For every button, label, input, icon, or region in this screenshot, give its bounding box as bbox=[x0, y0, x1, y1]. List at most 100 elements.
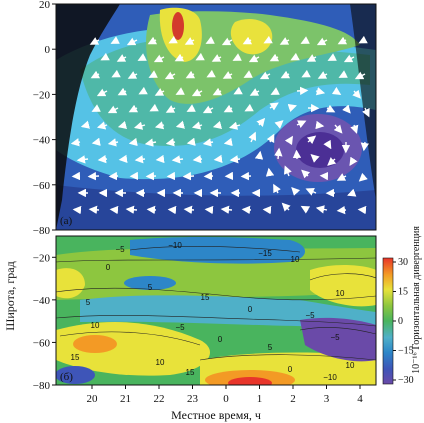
wind-vector bbox=[296, 120, 307, 128]
wind-vector bbox=[87, 171, 100, 181]
panel-b-xtick-label: 20 bbox=[87, 393, 99, 405]
wind-vector bbox=[242, 36, 253, 45]
wind-vector bbox=[223, 137, 233, 147]
wind-vector bbox=[243, 70, 253, 78]
panel-b-field: −5 −10 −15 10 0 5 15 10 5 0 −5 10 15 −5 0 5 10 15 −5 10 0 −10 bbox=[56, 237, 376, 385]
wind-vector bbox=[323, 139, 332, 150]
wind-vector bbox=[342, 104, 351, 114]
wind-vector bbox=[354, 71, 366, 80]
contour-label: −5 bbox=[305, 311, 315, 320]
wind-vector bbox=[358, 35, 368, 44]
wind-vector bbox=[174, 53, 185, 62]
contour-lines bbox=[56, 246, 376, 361]
wind-vector bbox=[111, 69, 121, 78]
wind-vector bbox=[117, 120, 128, 130]
wind-vector bbox=[315, 205, 328, 214]
wind-vector bbox=[137, 53, 147, 61]
contour-label: 10 bbox=[336, 289, 345, 298]
b-region-cyan bbox=[80, 295, 376, 327]
wind-vector bbox=[315, 120, 325, 130]
wind-vector bbox=[269, 102, 279, 111]
panel-a-field bbox=[56, 4, 376, 230]
wind-vector bbox=[232, 53, 242, 61]
b-region-blue-2 bbox=[56, 366, 95, 384]
field-region-yellow-2 bbox=[230, 19, 273, 55]
wind-vector bbox=[128, 137, 138, 147]
colorbar-tick-label: 30 bbox=[398, 257, 408, 268]
contour-label: 5 bbox=[148, 283, 153, 292]
wind-vector bbox=[212, 120, 223, 130]
contour-label: 15 bbox=[71, 353, 80, 362]
b-region-blue-3 bbox=[124, 276, 176, 290]
wind-vector bbox=[327, 157, 337, 166]
panel-a-ytick-label: 0 bbox=[45, 44, 51, 56]
wind-vector bbox=[206, 69, 216, 78]
wind-vector bbox=[70, 138, 81, 147]
wind-vector bbox=[146, 205, 157, 215]
colorbar-tick-label: 0 bbox=[398, 316, 403, 327]
wind-vector bbox=[175, 87, 185, 95]
wind-vector bbox=[349, 156, 358, 167]
contour-label: −10 bbox=[323, 373, 337, 382]
panel-b-xticks: 20 21 22 23 0 1 2 3 4 bbox=[87, 385, 363, 405]
wind-vector bbox=[337, 36, 348, 45]
wind-vector bbox=[270, 87, 280, 95]
wind-vector bbox=[315, 87, 326, 96]
wind-vector bbox=[202, 105, 214, 114]
wind-vector bbox=[305, 187, 317, 196]
panel-b-xtick-label: 0 bbox=[223, 393, 229, 405]
panel-b-xtick-label: 3 bbox=[324, 393, 330, 405]
panel-a-ytick-label: 20 bbox=[39, 0, 51, 11]
wind-vector bbox=[336, 205, 347, 215]
wind-vector bbox=[184, 37, 195, 45]
panel-b-xtick-label: 23 bbox=[187, 393, 199, 405]
contour-label: 0 bbox=[288, 365, 293, 374]
wind-vector bbox=[127, 71, 138, 79]
wind-vector bbox=[274, 120, 284, 129]
contour-label: 0 bbox=[106, 263, 111, 272]
wind-vector bbox=[280, 70, 291, 79]
wind-vector bbox=[233, 86, 243, 95]
contour-labels: −5 −10 −15 10 0 5 15 10 5 0 −5 10 15 −5 0 5 10 15 −5 10 0 −10 bbox=[71, 241, 355, 382]
wind-vector bbox=[259, 71, 271, 80]
wind-vector bbox=[362, 107, 370, 118]
panel-b-ytick-label: −40 bbox=[33, 295, 51, 307]
wind-vector bbox=[211, 54, 222, 62]
wind-vector bbox=[89, 37, 100, 45]
wind-vector bbox=[223, 104, 234, 113]
wind-vector bbox=[338, 70, 348, 78]
wind-vector bbox=[228, 121, 241, 130]
panel-a-label: (а) bbox=[60, 215, 73, 227]
panel-b-frame bbox=[55, 235, 377, 386]
wind-vector bbox=[310, 154, 320, 163]
b-region-purple bbox=[300, 317, 376, 362]
wind-vector bbox=[147, 36, 158, 45]
wind-vector bbox=[296, 86, 309, 96]
wind-vector bbox=[91, 137, 101, 146]
wind-vector bbox=[213, 154, 223, 164]
wind-vector bbox=[97, 154, 108, 164]
wind-vector bbox=[133, 121, 146, 130]
wind-vector bbox=[192, 154, 203, 164]
wind-vector bbox=[306, 135, 317, 145]
wind-vector bbox=[134, 155, 146, 164]
wind-vector bbox=[128, 104, 139, 113]
wind-vector bbox=[182, 171, 195, 181]
wind-vector bbox=[316, 37, 328, 46]
wind-vector bbox=[80, 120, 91, 129]
panel-a-ytick-label: −80 bbox=[33, 225, 51, 237]
wind-vector bbox=[229, 155, 241, 164]
wind-vector bbox=[221, 37, 233, 46]
wind-vector bbox=[168, 35, 178, 44]
contour-label: 0 bbox=[248, 305, 253, 314]
panel-b: −5 −10 −15 10 0 5 15 10 5 0 −5 10 15 −5 0 5 10 15 −5 10 0 −10… bbox=[55, 235, 377, 386]
wind-vector bbox=[336, 173, 347, 181]
wind-vector bbox=[183, 205, 195, 215]
panel-b-ytick-label: −20 bbox=[33, 252, 51, 264]
contour-label: −5 bbox=[175, 323, 185, 332]
wind-vector bbox=[212, 87, 223, 96]
wind-vector bbox=[186, 137, 196, 146]
wind-vector bbox=[175, 120, 186, 129]
contour-label: 15 bbox=[201, 293, 210, 302]
